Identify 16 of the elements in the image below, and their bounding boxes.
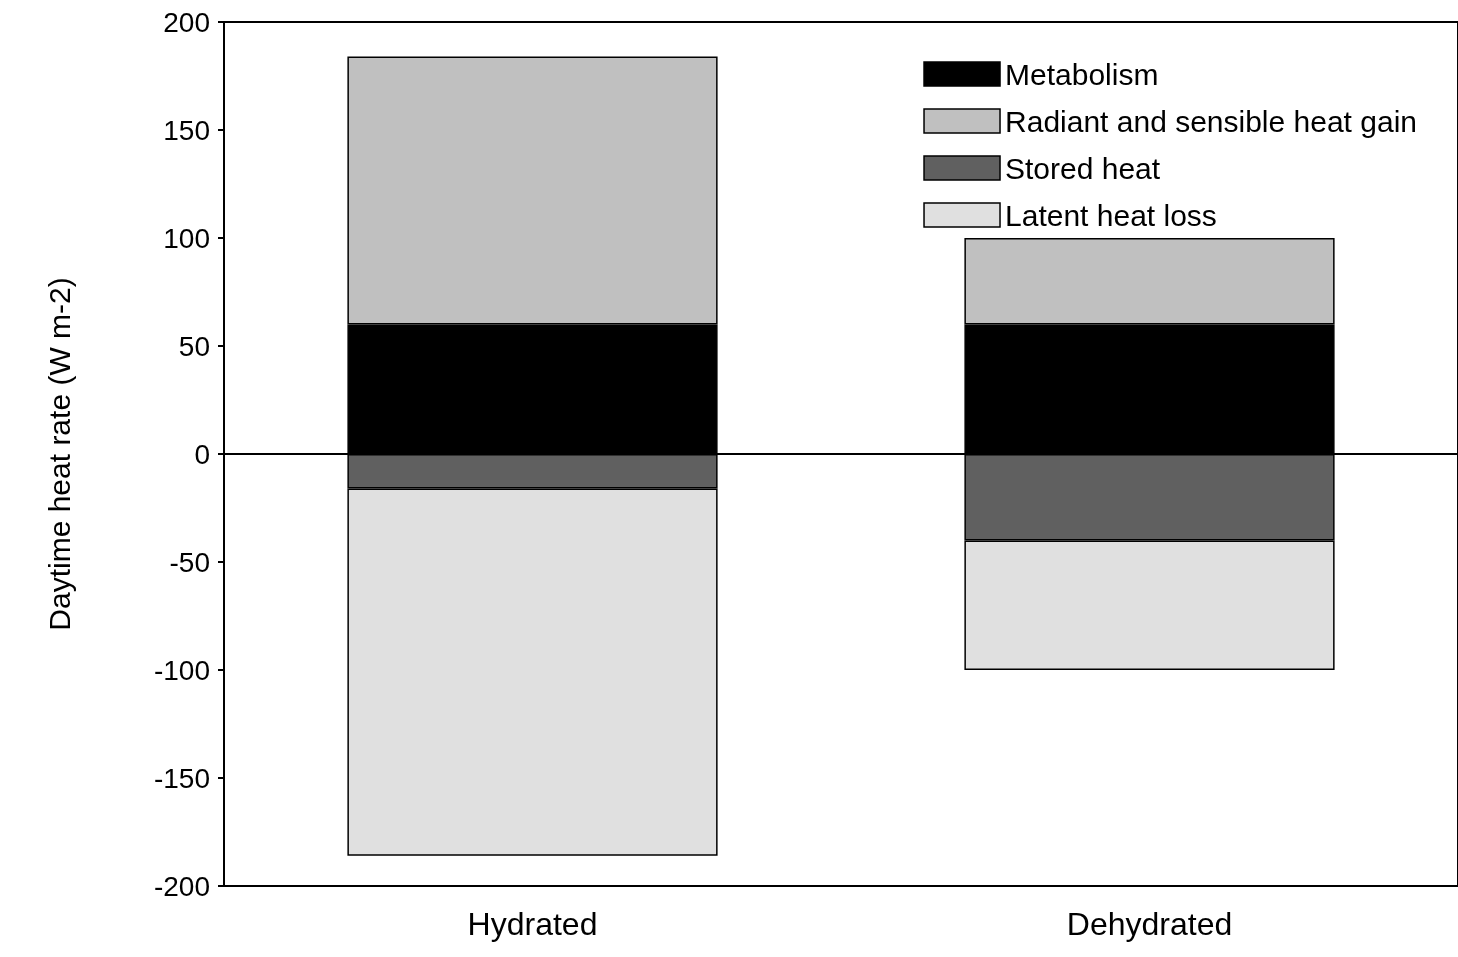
- x-tick-label: Hydrated: [467, 906, 598, 942]
- y-tick-label: -200: [153, 870, 210, 902]
- legend-label: Radiant and sensible heat gain: [1005, 104, 1418, 138]
- y-tick-label: -50: [169, 546, 210, 578]
- y-tick-label: -100: [153, 654, 210, 686]
- y-tick-label: 100: [163, 222, 210, 254]
- y-tick-label: -150: [153, 762, 210, 794]
- y-tick-label: 50: [178, 330, 210, 362]
- x-tick-label: Dehydrated: [1066, 906, 1233, 942]
- y-tick-label: 200: [163, 6, 210, 38]
- legend-label: Stored heat: [1005, 151, 1161, 185]
- y-axis-title: Daytime heat rate (W m-2): [42, 277, 76, 631]
- legend-label: Metabolism: [1005, 57, 1159, 91]
- legend-label: Latent heat loss: [1005, 198, 1217, 232]
- y-tick-label: 150: [163, 114, 210, 146]
- y-tick-label: 0: [194, 438, 210, 470]
